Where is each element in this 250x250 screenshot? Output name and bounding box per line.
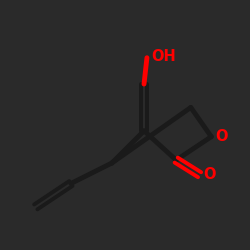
- Text: O: O: [203, 167, 215, 182]
- Text: O: O: [215, 129, 227, 144]
- Text: OH: OH: [151, 49, 176, 64]
